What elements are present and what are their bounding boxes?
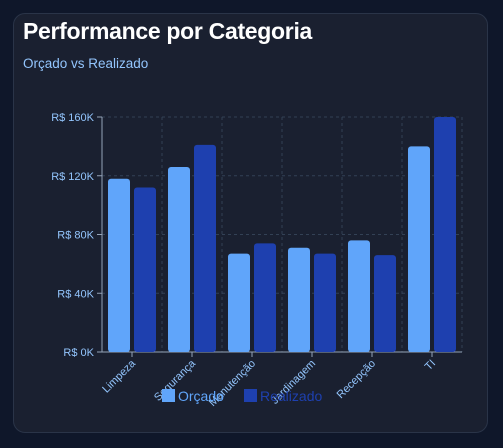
- chart-title: Performance por Categoria: [23, 18, 313, 44]
- bar-realizado-5[interactable]: [434, 117, 456, 352]
- legend-label-realizado[interactable]: Realizado: [260, 388, 322, 404]
- bar-realizado-3[interactable]: [314, 253, 336, 352]
- bar-orcado-4[interactable]: [348, 240, 370, 352]
- y-tick-label: R$ 40K: [57, 288, 94, 300]
- bar-orcado-2[interactable]: [228, 253, 250, 352]
- legend-swatch-realizado: [244, 389, 257, 402]
- chart-subtitle: Orçado vs Realizado: [23, 56, 149, 71]
- x-tick-label: Limpeza: [100, 357, 139, 396]
- bar-orcado-3[interactable]: [288, 247, 310, 352]
- bar-realizado-0[interactable]: [134, 187, 156, 353]
- bar-realizado-1[interactable]: [194, 144, 216, 352]
- bar-realizado-4[interactable]: [374, 255, 396, 352]
- bar-orcado-1[interactable]: [168, 166, 190, 352]
- y-tick-label: R$ 160K: [51, 112, 94, 124]
- bar-orcado-0[interactable]: [108, 178, 130, 352]
- y-tick-label: R$ 120K: [51, 171, 94, 183]
- x-tick-label: TI: [423, 358, 438, 373]
- bar-orcado-5[interactable]: [408, 146, 430, 352]
- x-tick-label: Recepção: [335, 358, 379, 402]
- y-tick-label: R$ 80K: [57, 230, 94, 242]
- bar-realizado-2[interactable]: [254, 243, 276, 352]
- legend-label-orcado[interactable]: Orçado: [178, 388, 224, 404]
- y-tick-label: R$ 0K: [63, 347, 94, 359]
- legend-swatch-orcado: [162, 389, 175, 402]
